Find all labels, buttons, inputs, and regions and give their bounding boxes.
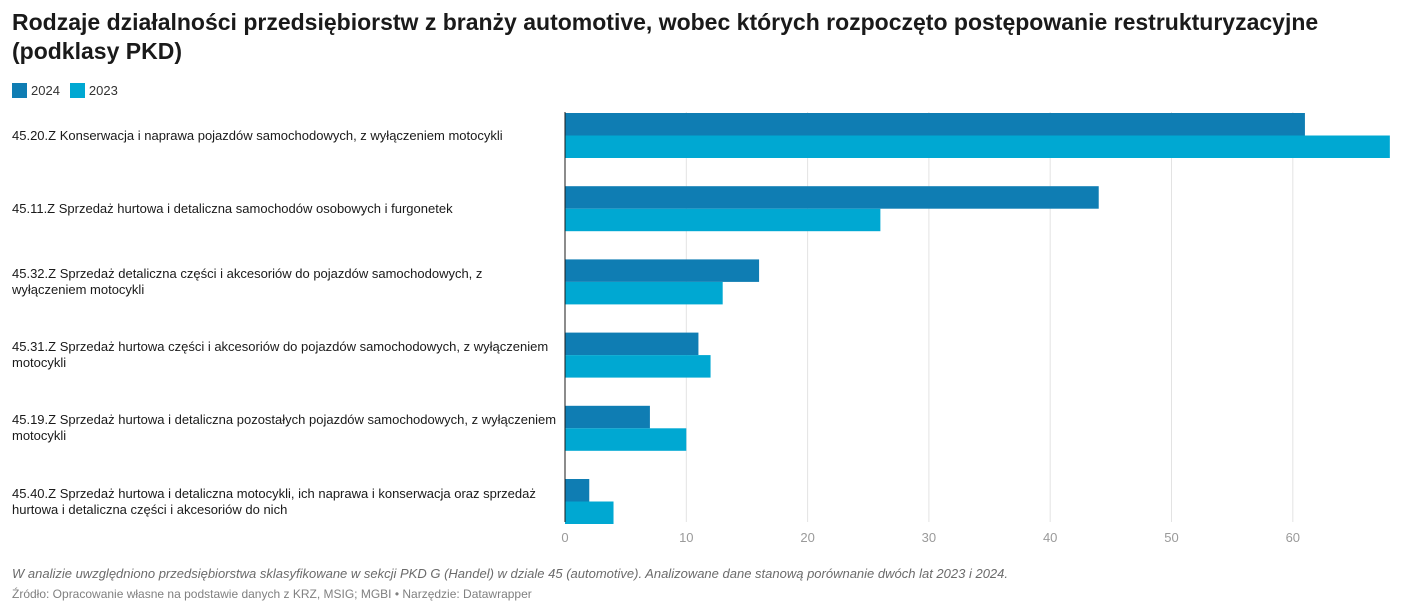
legend-label-2024: 2024 — [31, 82, 60, 98]
chart-title: Rodzaje działalności przedsiębiorstw z b… — [12, 9, 1319, 64]
bar-2023-4 — [565, 428, 687, 451]
legend-swatch-2024 — [12, 82, 27, 98]
x-tick-label: 40 — [1043, 530, 1057, 545]
x-tick-label: 50 — [1164, 530, 1178, 545]
bar-2023-0 — [565, 135, 1390, 158]
category-label: 45.20.Z Konserwacja i naprawa pojazdów s… — [12, 127, 503, 143]
x-tick-label: 0 — [561, 530, 568, 545]
legend-label-2023: 2023 — [88, 82, 118, 98]
x-tick-label: 10 — [679, 530, 693, 545]
source-line: Źródło: Opracowanie własne na podstawie … — [12, 587, 532, 601]
bar-2024-1 — [565, 186, 1099, 209]
category-label: 45.19.Z Sprzedaż hurtowa i detaliczna po… — [12, 412, 557, 444]
bar-chart: 0 10 20 30 40 50 60 — [561, 112, 1390, 545]
category-label: 45.11.Z Sprzedaż hurtowa i detaliczna sa… — [12, 200, 453, 216]
footnote: W analizie uwzględniono przedsiębiorstwa… — [12, 566, 1008, 581]
bar-2023-1 — [565, 208, 881, 232]
category-label: 45.40.Z Sprzedaż hurtowa i detaliczna mo… — [12, 485, 536, 517]
category-label: 45.32.Z Sprzedaż detaliczna części i akc… — [12, 265, 483, 297]
bar-2023-5 — [565, 501, 614, 524]
legend-swatch-2023 — [69, 82, 85, 98]
legend-item-2024: 2024 — [12, 82, 60, 98]
bar-2024-2 — [565, 259, 760, 282]
legend: 2024 2023 — [12, 81, 128, 99]
bar-2024-3 — [565, 332, 699, 356]
x-tick-label: 20 — [800, 530, 814, 545]
bar-2023-2 — [565, 281, 723, 305]
bar-2024-4 — [565, 405, 650, 429]
bar-2023-3 — [565, 355, 711, 378]
category-label: 45.31.Z Sprzedaż hurtowa części i akceso… — [12, 339, 549, 371]
x-tick-label: 60 — [1286, 530, 1300, 545]
bar-2024-5 — [565, 479, 590, 502]
bar-2024-0 — [565, 113, 1305, 136]
legend-item-2023: 2023 — [69, 82, 118, 98]
x-tick-label: 30 — [922, 530, 936, 545]
